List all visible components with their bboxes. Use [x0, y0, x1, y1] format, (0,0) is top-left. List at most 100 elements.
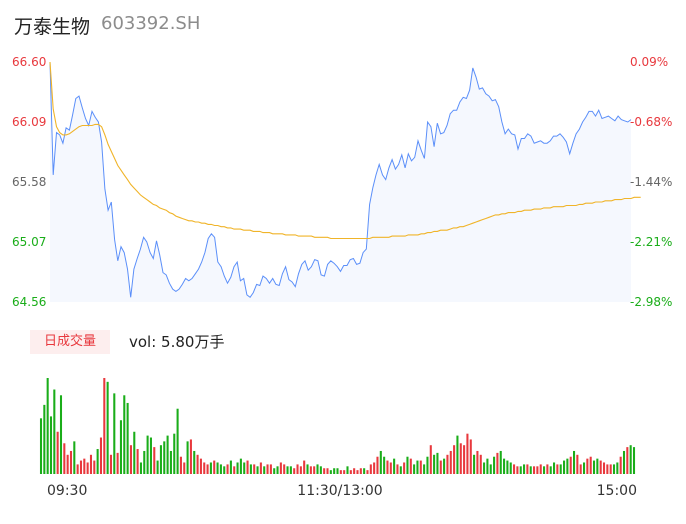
volume-bar	[186, 441, 189, 474]
volume-bar	[66, 454, 69, 474]
price-area	[50, 62, 631, 302]
volume-bar	[153, 447, 156, 474]
volume-bar	[196, 454, 199, 474]
percent-tick-label: 0.09%	[630, 55, 668, 69]
volume-bar	[366, 470, 369, 474]
volume-bar	[146, 435, 149, 474]
volume-bar	[46, 378, 49, 474]
volume-bar	[473, 454, 476, 474]
volume-bar	[373, 462, 376, 474]
percent-tick-label: -1.44%	[630, 175, 672, 189]
volume-bar	[96, 449, 99, 474]
average-line	[49, 61, 641, 240]
volume-bar	[179, 456, 182, 474]
volume-bar	[436, 452, 439, 474]
volume-bar	[573, 450, 576, 474]
volume-bar	[159, 445, 162, 474]
volume-bar	[459, 443, 462, 474]
percent-tick-label: -0.68%	[630, 115, 672, 129]
volume-bar	[602, 462, 606, 474]
volume-bar	[226, 464, 229, 474]
volume-bar	[429, 445, 432, 474]
volume-bar	[379, 450, 382, 474]
volume-bar	[219, 464, 222, 474]
volume-bar	[269, 464, 272, 474]
volume-bar	[609, 464, 612, 474]
volume-bar	[306, 464, 309, 474]
volume-bar	[403, 462, 406, 474]
volume-bar	[259, 462, 262, 474]
volume-bar	[86, 462, 89, 474]
volume-bar	[229, 460, 232, 474]
volume-bar	[493, 456, 496, 474]
volume-bar	[409, 458, 412, 474]
volume-bar	[53, 389, 56, 474]
volume-bar	[576, 454, 579, 474]
volume-bar	[139, 462, 142, 474]
volume-bar	[149, 437, 152, 474]
volume-bar	[509, 462, 512, 474]
price-tick-label: 65.07	[12, 235, 46, 249]
volume-bar	[166, 435, 169, 474]
price-tick-label: 66.60	[12, 55, 46, 69]
volume-bar	[83, 458, 86, 474]
volume-bar	[559, 464, 562, 474]
volume-bar	[359, 468, 362, 474]
volume-bar	[116, 452, 119, 474]
volume-bar	[253, 464, 256, 474]
volume-bar	[616, 462, 619, 474]
volume-bar	[316, 464, 319, 474]
time-axis-label: 09:30	[47, 483, 87, 499]
volume-bar	[419, 460, 422, 474]
daily-volume-tab[interactable]: 日成交量	[30, 330, 110, 354]
volume-bar	[256, 466, 259, 474]
volume-bar	[236, 462, 239, 474]
volume-bar	[76, 464, 79, 474]
volume-bar	[216, 462, 219, 474]
volume-bar	[526, 464, 529, 474]
volume-bar	[106, 381, 109, 474]
volume-bar	[73, 441, 76, 474]
volume-bar	[453, 445, 456, 474]
volume-bar	[283, 464, 286, 474]
volume-bar	[549, 466, 552, 474]
volume-bar	[339, 470, 342, 474]
percent-tick-label: -2.98%	[630, 295, 672, 309]
volume-bar	[363, 468, 366, 474]
volume-bar	[569, 456, 572, 474]
volume-bar	[416, 460, 419, 474]
volume-bar	[619, 456, 622, 474]
price-tick-label: 64.56	[12, 295, 46, 309]
volume-bar	[529, 466, 532, 474]
volume-bar	[519, 466, 522, 474]
volume-bar	[206, 464, 209, 474]
volume-bar	[223, 466, 226, 474]
volume-bar	[369, 464, 372, 474]
volume-bar	[109, 454, 112, 474]
volume-bar	[156, 460, 159, 474]
volume-bar	[463, 445, 466, 474]
volume-bar	[586, 458, 589, 474]
volume-bar	[503, 458, 506, 474]
volume-bar	[123, 395, 126, 474]
line-layer	[49, 61, 641, 299]
volume-bar	[612, 464, 616, 474]
volume-bar	[199, 458, 202, 474]
volume-bar	[329, 470, 332, 474]
volume-bar	[353, 468, 356, 474]
volume-bar	[399, 466, 402, 474]
volume-bar	[433, 454, 436, 474]
volume-bar	[583, 462, 586, 474]
volume-bar	[126, 402, 129, 474]
volume-bar	[483, 462, 486, 474]
price-tick-label: 66.09	[12, 115, 46, 129]
volume-bar	[556, 464, 559, 474]
volume-bar	[299, 466, 302, 474]
volume-bar	[523, 464, 526, 474]
volume-bar	[486, 458, 489, 474]
volume-bar	[506, 460, 509, 474]
volume-bar	[622, 450, 626, 474]
volume-bar	[89, 454, 93, 474]
volume-bar	[496, 452, 499, 474]
volume-bar	[276, 466, 279, 474]
